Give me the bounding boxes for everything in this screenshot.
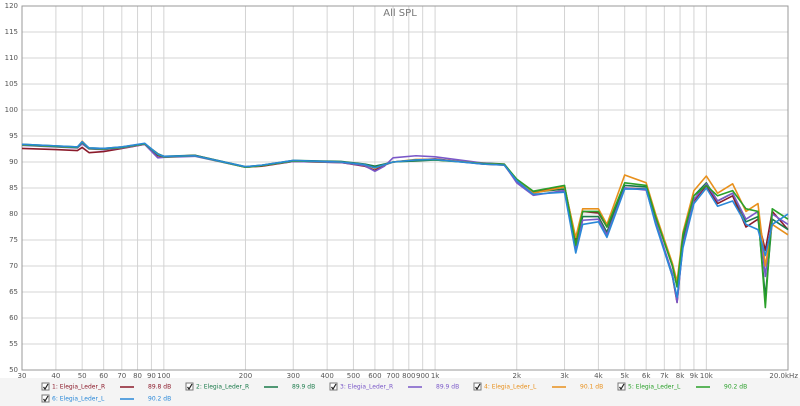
- x-tick-label: 8k: [676, 372, 685, 380]
- x-tick-label: 80: [133, 372, 142, 380]
- legend-checkbox[interactable]: [41, 382, 50, 391]
- legend-label: 2: Elegia_Leder_R: [196, 384, 249, 391]
- legend: 1: Elegia_Leder_R 89.8 dB 2: Elegia_Leder_…: [41, 382, 747, 403]
- x-tick-label: 4k: [594, 372, 603, 380]
- checkmark: [331, 383, 337, 391]
- checkmark: [475, 383, 481, 391]
- checkmark: [187, 383, 193, 391]
- x-tick-label: 20.0kHz: [769, 372, 798, 380]
- legend-level: 90.2 dB: [724, 384, 747, 391]
- checkmark: [43, 395, 49, 403]
- x-tick-label: 100: [157, 372, 170, 380]
- y-tick-label: 110: [5, 54, 18, 62]
- y-tick-label: 115: [5, 28, 18, 36]
- checkmark: [619, 383, 625, 391]
- legend-checkbox[interactable]: [41, 394, 50, 403]
- y-tick-label: 75: [9, 236, 18, 244]
- x-tick-label: 200: [239, 372, 252, 380]
- x-tick-label: 5k: [620, 372, 629, 380]
- y-tick-label: 60: [9, 314, 18, 322]
- legend-level: 89.9 dB: [292, 384, 315, 391]
- y-tick-label: 55: [9, 340, 18, 348]
- x-tick-label: 9k: [690, 372, 699, 380]
- x-tick-label: 400: [320, 372, 333, 380]
- legend-checkbox[interactable]: [617, 382, 626, 391]
- x-tick-label: 50: [78, 372, 87, 380]
- x-tick-label: 90: [147, 372, 156, 380]
- x-tick-label: 60: [99, 372, 108, 380]
- legend-item[interactable]: 2: Elegia_Leder_R 89.9 dB: [185, 382, 315, 391]
- legend-label: 4: Elegia_Leder_L: [484, 384, 537, 391]
- x-tick-label: 800: [402, 372, 415, 380]
- y-tick-label: 80: [9, 210, 18, 218]
- x-tick-label: 70: [117, 372, 126, 380]
- y-tick-label: 100: [5, 106, 18, 114]
- legend-checkbox[interactable]: [185, 382, 194, 391]
- x-tick-label: 500: [347, 372, 360, 380]
- legend-item[interactable]: 4: Elegia_Leder_L 90.1 dB: [473, 382, 603, 391]
- y-tick-label: 50: [9, 366, 18, 374]
- x-tick-label: 900: [416, 372, 429, 380]
- y-tick-label: 90: [9, 158, 18, 166]
- legend-item[interactable]: 1: Elegia_Leder_R 89.8 dB: [41, 382, 171, 391]
- legend-label: 3: Elegia_Leder_R: [340, 384, 393, 391]
- legend-level: 90.1 dB: [580, 384, 603, 391]
- legend-level: 89.9 dB: [436, 384, 459, 391]
- y-tick-label: 120: [5, 2, 18, 10]
- legend-checkbox[interactable]: [473, 382, 482, 391]
- x-tick-label: 2k: [512, 372, 521, 380]
- x-tick-label: 3k: [560, 372, 569, 380]
- legend-level: 89.8 dB: [148, 384, 171, 391]
- legend-item[interactable]: 6: Elegia_Leder_L 90.2 dB: [41, 394, 171, 403]
- legend-level: 90.2 dB: [148, 396, 171, 403]
- y-tick-label: 70: [9, 262, 18, 270]
- plot-frame: [21, 5, 789, 371]
- legend-label: 1: Elegia_Leder_R: [52, 384, 105, 391]
- x-tick-label: 30: [18, 372, 27, 380]
- legend-label: 5: Elegia_Leder_L: [628, 384, 681, 391]
- series-line: [21, 140, 789, 298]
- x-tick-label: 600: [368, 372, 381, 380]
- legend-checkbox[interactable]: [329, 382, 338, 391]
- legend-item[interactable]: 3: Elegia_Leder_R 89.9 dB: [329, 382, 459, 391]
- legend-item[interactable]: 5: Elegia_Leder_L 90.2 dB: [617, 382, 747, 391]
- x-tick-label: 6k: [642, 372, 651, 380]
- checkmark: [43, 383, 49, 391]
- x-tick-label: 1k: [431, 372, 440, 380]
- x-tick-label: 7k: [660, 372, 669, 380]
- lines: [21, 140, 789, 309]
- y-tick-label: 65: [9, 288, 18, 296]
- x-tick-label: 40: [51, 372, 60, 380]
- legend-label: 6: Elegia_Leder_L: [52, 396, 105, 403]
- x-tick-label: 10k: [700, 372, 714, 380]
- x-tick-label: 300: [287, 372, 300, 380]
- legend-panel: [0, 378, 800, 406]
- y-tick-label: 95: [9, 132, 18, 140]
- y-tick-label: 105: [5, 80, 18, 88]
- x-tick-label: 700: [386, 372, 399, 380]
- y-tick-label: 85: [9, 184, 18, 192]
- chart-title: All SPL: [383, 8, 417, 19]
